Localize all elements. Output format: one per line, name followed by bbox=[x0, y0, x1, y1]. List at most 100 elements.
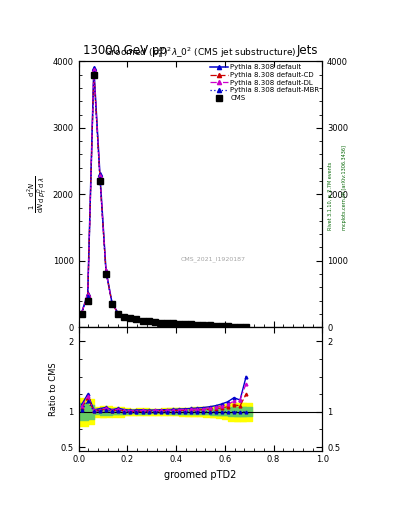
Pythia 8.308 default-MBR bbox=[158, 319, 163, 326]
CMS bbox=[213, 323, 218, 329]
Pythia 8.308 default bbox=[183, 321, 187, 327]
Pythia 8.308 default-DL bbox=[183, 321, 187, 327]
Pythia 8.308 default-CD bbox=[134, 316, 139, 322]
Pythia 8.308 default-CD bbox=[195, 322, 200, 328]
CMS bbox=[146, 318, 151, 324]
Pythia 8.308 default-CD bbox=[146, 318, 151, 324]
Pythia 8.308 default-MBR bbox=[140, 317, 145, 324]
Pythia 8.308 default-DL bbox=[213, 323, 218, 329]
Pythia 8.308 default-CD bbox=[85, 292, 90, 298]
Pythia 8.308 default bbox=[231, 323, 236, 329]
Pythia 8.308 default-MBR bbox=[165, 320, 169, 326]
Pythia 8.308 default bbox=[79, 309, 84, 315]
Pythia 8.308 default bbox=[146, 318, 151, 324]
CMS bbox=[104, 271, 108, 277]
Pythia 8.308 default bbox=[195, 322, 200, 328]
Pythia 8.308 default-DL bbox=[122, 313, 127, 319]
Pythia 8.308 default-MBR bbox=[183, 321, 187, 327]
Pythia 8.308 default-DL bbox=[79, 310, 84, 316]
Y-axis label: Ratio to CMS: Ratio to CMS bbox=[49, 362, 58, 416]
Pythia 8.308 default-CD bbox=[122, 313, 127, 319]
Pythia 8.308 default-CD bbox=[207, 322, 212, 328]
Pythia 8.308 default-MBR bbox=[146, 318, 151, 324]
Pythia 8.308 default-MBR bbox=[85, 293, 90, 300]
Pythia 8.308 default-CD bbox=[189, 321, 194, 327]
CMS bbox=[158, 319, 163, 326]
CMS bbox=[177, 321, 182, 327]
CMS bbox=[183, 321, 187, 327]
Pythia 8.308 default-MBR bbox=[110, 301, 114, 307]
Pythia 8.308 default-DL bbox=[140, 317, 145, 324]
Pythia 8.308 default-CD bbox=[97, 175, 102, 181]
CMS bbox=[122, 313, 127, 319]
Pythia 8.308 default bbox=[140, 317, 145, 324]
Pythia 8.308 default-MBR bbox=[128, 315, 133, 321]
Pythia 8.308 default-MBR bbox=[238, 324, 242, 330]
Pythia 8.308 default-DL bbox=[226, 323, 230, 329]
CMS bbox=[134, 316, 139, 322]
Pythia 8.308 default-MBR bbox=[195, 322, 200, 328]
Pythia 8.308 default bbox=[152, 318, 157, 325]
CMS bbox=[165, 320, 169, 326]
Pythia 8.308 default-MBR bbox=[152, 319, 157, 325]
Pythia 8.308 default-CD bbox=[92, 68, 96, 74]
CMS bbox=[231, 324, 236, 330]
CMS bbox=[189, 322, 194, 328]
Pythia 8.308 default-MBR bbox=[177, 321, 182, 327]
Pythia 8.308 default-DL bbox=[97, 173, 102, 179]
Pythia 8.308 default-MBR bbox=[97, 176, 102, 182]
Pythia 8.308 default-CD bbox=[238, 324, 242, 330]
Y-axis label: $\frac{1}{\mathrm{d}N}\frac{\mathrm{d}^2N}{\mathrm{d}\,p_T^D\,\mathrm{d}\,\lambd: $\frac{1}{\mathrm{d}N}\frac{\mathrm{d}^2… bbox=[27, 176, 50, 213]
Pythia 8.308 default-DL bbox=[195, 322, 200, 328]
Pythia 8.308 default bbox=[85, 291, 90, 297]
CMS bbox=[97, 178, 102, 184]
Pythia 8.308 default bbox=[219, 323, 224, 329]
Pythia 8.308 default-DL bbox=[116, 310, 121, 316]
Pythia 8.308 default-CD bbox=[140, 317, 145, 324]
Pythia 8.308 default-DL bbox=[231, 324, 236, 330]
Line: Pythia 8.308 default-CD: Pythia 8.308 default-CD bbox=[79, 69, 248, 329]
Pythia 8.308 default-CD bbox=[110, 301, 114, 307]
Pythia 8.308 default bbox=[213, 323, 218, 329]
Text: Jets: Jets bbox=[297, 44, 318, 57]
Pythia 8.308 default bbox=[110, 300, 114, 306]
CMS bbox=[207, 322, 212, 328]
Pythia 8.308 default bbox=[104, 268, 108, 274]
Pythia 8.308 default-MBR bbox=[219, 323, 224, 329]
Pythia 8.308 default-DL bbox=[128, 315, 133, 321]
Text: Rivet 3.1.10, ≥ 2.7M events: Rivet 3.1.10, ≥ 2.7M events bbox=[328, 162, 333, 230]
Pythia 8.308 default-MBR bbox=[226, 323, 230, 329]
Pythia 8.308 default-MBR bbox=[189, 322, 194, 328]
Pythia 8.308 default bbox=[226, 323, 230, 329]
Pythia 8.308 default-MBR bbox=[92, 70, 96, 76]
CMS bbox=[92, 72, 96, 78]
Pythia 8.308 default-DL bbox=[134, 316, 139, 322]
Pythia 8.308 default-DL bbox=[146, 318, 151, 324]
CMS bbox=[128, 315, 133, 321]
Pythia 8.308 default-CD bbox=[79, 310, 84, 316]
Pythia 8.308 default-DL bbox=[177, 321, 182, 327]
Pythia 8.308 default bbox=[171, 320, 175, 326]
Pythia 8.308 default-DL bbox=[85, 291, 90, 297]
Pythia 8.308 default-MBR bbox=[116, 311, 121, 317]
Pythia 8.308 default-CD bbox=[158, 319, 163, 326]
Pythia 8.308 default-MBR bbox=[104, 270, 108, 276]
Pythia 8.308 default-CD bbox=[231, 324, 236, 330]
Pythia 8.308 default-MBR bbox=[79, 310, 84, 316]
Pythia 8.308 default-CD bbox=[219, 323, 224, 329]
Pythia 8.308 default-DL bbox=[238, 324, 242, 330]
Pythia 8.308 default-MBR bbox=[122, 313, 127, 319]
Pythia 8.308 default-CD bbox=[183, 321, 187, 327]
Pythia 8.308 default bbox=[128, 314, 133, 321]
Pythia 8.308 default-CD bbox=[171, 320, 175, 326]
Pythia 8.308 default bbox=[158, 319, 163, 326]
CMS bbox=[110, 301, 114, 307]
Pythia 8.308 default-CD bbox=[128, 315, 133, 321]
Pythia 8.308 default-DL bbox=[219, 323, 224, 329]
CMS bbox=[140, 317, 145, 324]
Legend: Pythia 8.308 default, Pythia 8.308 default-CD, Pythia 8.308 default-DL, Pythia 8: Pythia 8.308 default, Pythia 8.308 defau… bbox=[209, 63, 321, 102]
CMS bbox=[171, 320, 175, 326]
Pythia 8.308 default-DL bbox=[104, 268, 108, 274]
Pythia 8.308 default bbox=[201, 322, 206, 328]
Pythia 8.308 default-MBR bbox=[134, 316, 139, 322]
